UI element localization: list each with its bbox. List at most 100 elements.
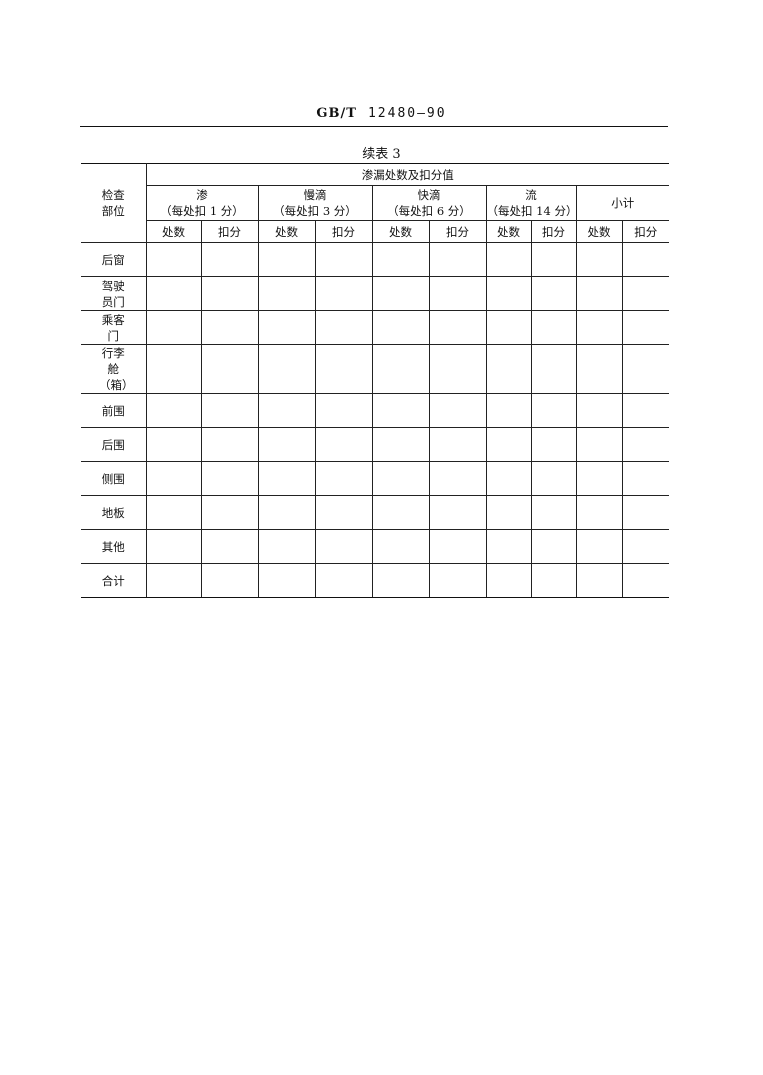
empty-cell — [257, 529, 316, 564]
empty-cell — [485, 495, 532, 530]
empty-cell — [621, 276, 669, 311]
empty-cell — [428, 563, 487, 598]
empty-cell — [621, 529, 669, 564]
empty-cell — [428, 310, 487, 345]
empty-cell — [575, 393, 623, 428]
empty-cell — [257, 563, 316, 598]
empty-cell — [530, 563, 577, 598]
empty-cell — [314, 393, 373, 428]
empty-cell — [257, 344, 316, 394]
table-row: 行李舱（箱） — [81, 344, 669, 394]
table-row: 地板 — [81, 495, 669, 530]
empty-cell — [145, 427, 202, 462]
empty-cell — [314, 529, 373, 564]
empty-cell — [575, 529, 623, 564]
empty-cell — [200, 310, 259, 345]
empty-cell — [200, 529, 259, 564]
empty-cell — [530, 495, 577, 530]
table-caption: 续表 3 — [362, 147, 401, 162]
standard-number: 12480—90 — [367, 106, 447, 121]
empty-cell — [257, 495, 316, 530]
empty-cell — [575, 344, 623, 394]
row-label: 其他 — [81, 529, 147, 564]
category-note: （每处扣 1 分） — [160, 204, 244, 218]
empty-cell — [314, 461, 373, 496]
row-label: 地板 — [81, 495, 147, 530]
empty-cell — [371, 242, 430, 277]
empty-cell — [371, 495, 430, 530]
row-label: 驾驶员门 — [81, 276, 147, 311]
row-label: 前围 — [81, 393, 147, 428]
empty-cell — [575, 242, 623, 277]
header-rule — [80, 126, 668, 127]
empty-cell — [257, 461, 316, 496]
empty-cell — [428, 344, 487, 394]
empty-cell — [371, 427, 430, 462]
empty-cell — [485, 310, 532, 345]
empty-cell — [371, 310, 430, 345]
group-header: 渗漏处数及扣分值 — [145, 163, 669, 186]
empty-cell — [200, 242, 259, 277]
empty-cell — [371, 529, 430, 564]
empty-cell — [428, 276, 487, 311]
empty-cell — [145, 276, 202, 311]
table-row: 其他 — [81, 529, 669, 564]
category-note: （每处扣 3 分） — [273, 204, 357, 218]
empty-cell — [575, 276, 623, 311]
standard-header: GB/T 12480—90 — [0, 106, 763, 121]
empty-cell — [145, 242, 202, 277]
empty-cell — [257, 427, 316, 462]
table-row: 乘客门 — [81, 310, 669, 345]
empty-cell — [200, 344, 259, 394]
empty-cell — [428, 461, 487, 496]
empty-cell — [530, 276, 577, 311]
empty-cell — [485, 427, 532, 462]
empty-cell — [575, 495, 623, 530]
sub-header-deduction: 扣分 — [530, 220, 577, 243]
empty-cell — [530, 242, 577, 277]
empty-cell — [621, 461, 669, 496]
empty-cell — [621, 242, 669, 277]
empty-cell — [371, 393, 430, 428]
leak-table: 检查部位 渗漏处数及扣分值渗 （每处扣 1 分） 慢滴 （每处扣 3 分） 快滴 （每处扣 … — [81, 163, 669, 598]
sub-header-count: 处数 — [146, 220, 202, 243]
category-note: （每处扣 6 分） — [387, 204, 471, 218]
empty-cell — [145, 495, 202, 530]
empty-cell — [145, 563, 202, 598]
empty-cell — [428, 427, 487, 462]
empty-cell — [621, 393, 669, 428]
empty-cell — [257, 310, 316, 345]
empty-cell — [257, 242, 316, 277]
empty-cell — [530, 461, 577, 496]
empty-cell — [485, 242, 532, 277]
empty-cell — [371, 563, 430, 598]
empty-cell — [485, 529, 532, 564]
category-name: 快滴 — [417, 188, 441, 202]
empty-cell — [621, 495, 669, 530]
empty-cell — [371, 344, 430, 394]
sub-header-count: 处数 — [371, 220, 430, 243]
empty-cell — [530, 344, 577, 394]
empty-cell — [530, 427, 577, 462]
empty-cell — [621, 563, 669, 598]
empty-cell — [314, 427, 373, 462]
empty-cell — [200, 461, 259, 496]
empty-cell — [575, 461, 623, 496]
empty-cell — [530, 393, 577, 428]
empty-cell — [485, 563, 532, 598]
row-label: 侧围 — [81, 461, 147, 496]
empty-cell — [428, 529, 487, 564]
empty-cell — [575, 427, 623, 462]
table-row: 后窗 — [81, 242, 669, 277]
row-label: 后窗 — [81, 242, 147, 277]
table-row: 驾驶员门 — [81, 276, 669, 311]
sub-header-count: 处数 — [575, 220, 623, 243]
category-header: 流 （每处扣 14 分） — [485, 185, 577, 221]
empty-cell — [485, 344, 532, 394]
table-row: 侧围 — [81, 461, 669, 496]
empty-cell — [485, 393, 532, 428]
empty-cell — [371, 461, 430, 496]
row-label: 乘客门 — [81, 310, 147, 345]
table-row: 合计 — [81, 563, 669, 598]
